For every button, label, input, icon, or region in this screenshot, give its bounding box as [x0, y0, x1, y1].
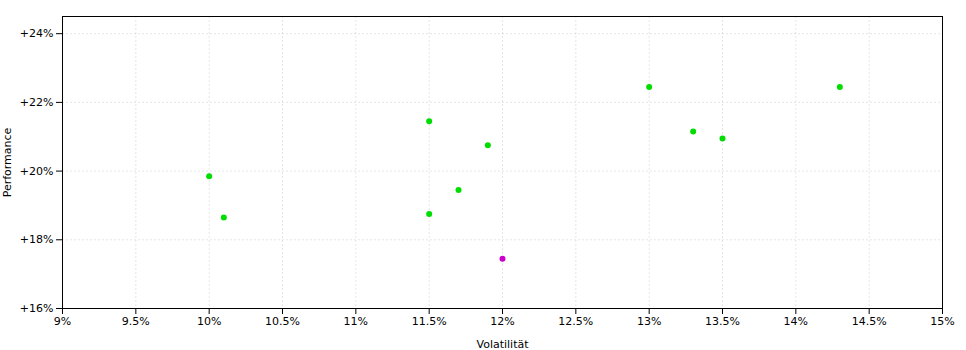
svg-text:+24%: +24% — [20, 27, 54, 40]
svg-text:10%: 10% — [197, 315, 221, 328]
svg-text:13%: 13% — [637, 315, 661, 328]
svg-text:9%: 9% — [54, 315, 71, 328]
svg-text:12%: 12% — [490, 315, 514, 328]
svg-text:+16%: +16% — [20, 302, 54, 315]
svg-text:13.5%: 13.5% — [705, 315, 740, 328]
svg-text:14%: 14% — [784, 315, 808, 328]
svg-text:9.5%: 9.5% — [122, 315, 150, 328]
svg-text:+22%: +22% — [20, 96, 54, 109]
svg-text:14.5%: 14.5% — [852, 315, 887, 328]
svg-text:11%: 11% — [344, 315, 368, 328]
svg-text:+20%: +20% — [20, 165, 54, 178]
svg-text:11.5%: 11.5% — [412, 315, 447, 328]
svg-text:Performance: Performance — [1, 127, 14, 197]
svg-text:Volatilität: Volatilität — [476, 338, 529, 350]
svg-text:10.5%: 10.5% — [265, 315, 300, 328]
svg-text:12.5%: 12.5% — [558, 315, 593, 328]
svg-text:+18%: +18% — [20, 233, 54, 246]
svg-text:15%: 15% — [930, 315, 954, 328]
